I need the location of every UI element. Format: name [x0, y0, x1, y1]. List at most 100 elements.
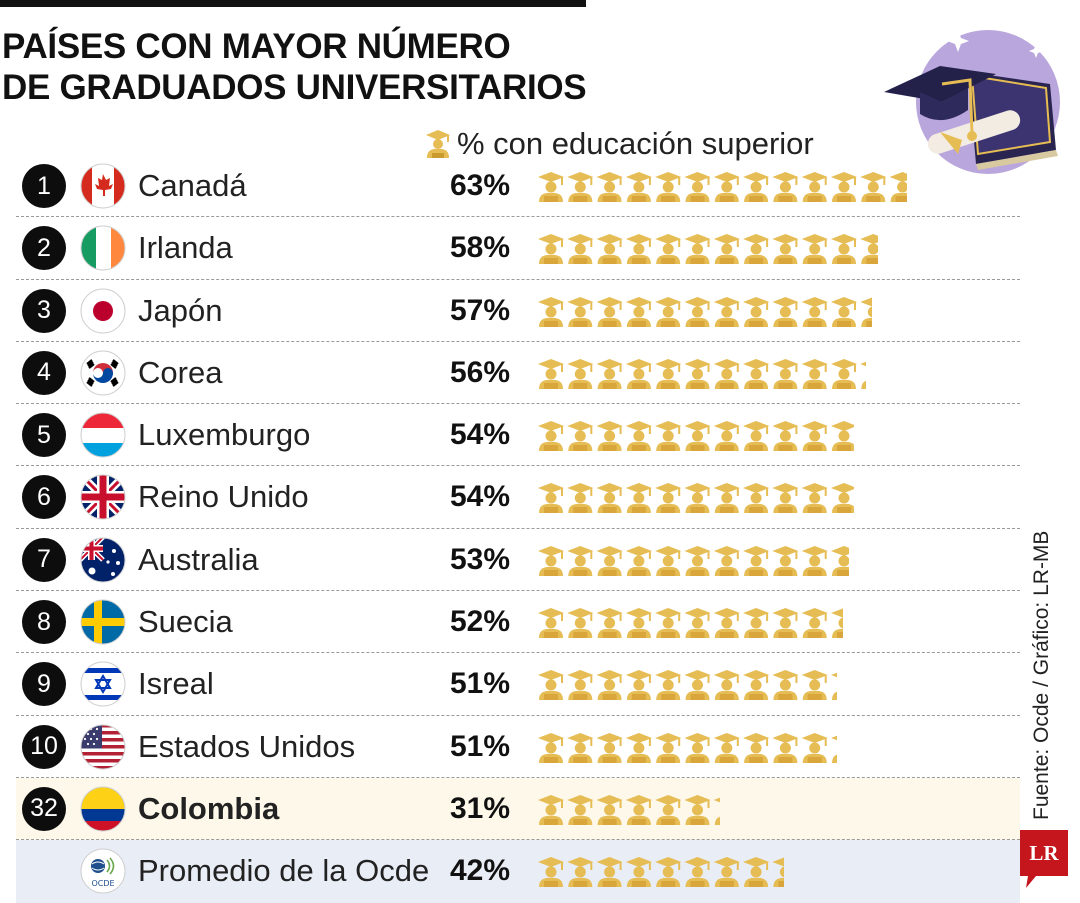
graduate-icon: [685, 297, 711, 327]
graduate-icon: [626, 608, 652, 638]
graduate-icon: [597, 483, 623, 513]
ocde-logo: OCDE: [80, 848, 126, 894]
graduate-icon: [597, 733, 623, 763]
graduate-icon: [714, 234, 740, 264]
canada-flag-icon: [80, 163, 126, 209]
graduate-icon: [538, 857, 564, 887]
graduate-icon-row: [538, 356, 866, 390]
graduate-icon: [772, 297, 798, 327]
graduate-icon: [802, 421, 828, 451]
graduate-icon: [743, 857, 769, 887]
value-label: 54%: [450, 477, 510, 517]
icon-bar: [538, 543, 849, 577]
graduate-icon: [626, 483, 652, 513]
graduate-icon: [655, 670, 681, 700]
country-label: Irlanda: [138, 228, 233, 268]
value-label: 58%: [450, 228, 510, 268]
graduate-icon: [714, 359, 740, 389]
sweden-flag-icon: [80, 599, 126, 645]
graduate-icon: [890, 172, 908, 202]
graduate-icon: [626, 297, 652, 327]
graduate-icon: [597, 546, 623, 576]
graduate-icon: [772, 546, 798, 576]
luxembourg-flag-icon: [80, 412, 126, 458]
graduate-icon: [743, 483, 769, 513]
graduate-icon: [626, 857, 652, 887]
chart-title: PAÍSES CON MAYOR NÚMERO DE GRADUADOS UNI…: [2, 26, 586, 108]
graduate-icon: [567, 670, 593, 700]
graduate-icon: [538, 421, 564, 451]
graduate-icon: [831, 234, 857, 264]
value-label: 57%: [450, 291, 510, 331]
graduate-icon: [567, 359, 593, 389]
graduate-icon: [772, 670, 798, 700]
graduate-icon: [597, 234, 623, 264]
graduate-icon: [860, 234, 878, 264]
graduate-icon: [714, 733, 740, 763]
graduate-icon: [567, 733, 593, 763]
rank-badge: 6: [22, 475, 66, 519]
rank-badge: 10: [22, 725, 66, 769]
country-label: Suecia: [138, 602, 233, 642]
graduate-icon: [743, 670, 769, 700]
graduate-icon: [743, 733, 769, 763]
graduate-icon: [567, 546, 593, 576]
top-rule: [0, 0, 586, 7]
value-label: 51%: [450, 664, 510, 704]
graduate-icon: [772, 421, 798, 451]
graduate-icon: [714, 297, 740, 327]
graduate-icon: [538, 297, 564, 327]
lr-logo-text: LR: [1029, 841, 1059, 865]
country-label: Estados Unidos: [138, 727, 355, 767]
icon-bar: [538, 231, 878, 265]
graduate-icon: [597, 297, 623, 327]
rank-badge: 1: [22, 164, 66, 208]
graduate-icon: [772, 172, 798, 202]
graduate-icon: [714, 546, 740, 576]
graduate-icon-row: [538, 169, 907, 203]
value-label: 52%: [450, 602, 510, 642]
graduation-cap-diploma-icon: [880, 14, 1070, 174]
graduate-icon: [567, 857, 593, 887]
graduate-icon: [743, 608, 769, 638]
country-label: Canadá: [138, 166, 247, 206]
colombia-flag-icon: [80, 786, 126, 832]
graduate-icon: [655, 795, 681, 825]
graduate-icon: [831, 608, 843, 638]
graduate-icon: [831, 483, 854, 513]
graduate-icon: [597, 857, 623, 887]
graduate-icon: [685, 733, 711, 763]
graduate-icon: [714, 421, 740, 451]
graduate-icon: [655, 733, 681, 763]
graduate-icon: [831, 546, 849, 576]
rank-badge: 5: [22, 413, 66, 457]
graduate-icon: [714, 857, 740, 887]
graduate-icon: [860, 172, 886, 202]
graduate-icon-row: [538, 792, 720, 826]
graduate-icon: [743, 359, 769, 389]
graduate-icon: [655, 172, 681, 202]
icon-bar: [538, 294, 872, 328]
graduate-icon: [685, 857, 711, 887]
graduate-icon: [567, 795, 593, 825]
source-credit: Fuente: Ocde / Gráfico: LR-MB: [1030, 531, 1054, 820]
graduate-icon: [772, 608, 798, 638]
australia-flag-icon: [80, 537, 126, 583]
graduate-icon: [802, 172, 828, 202]
graduate-icon: [831, 359, 857, 389]
rank-badge: 7: [22, 538, 66, 582]
title-line-2: DE GRADUADOS UNIVERSITARIOS: [2, 67, 586, 108]
svg-text:OCDE: OCDE: [91, 879, 114, 888]
graduate-icon: [714, 670, 740, 700]
value-label: 31%: [450, 789, 510, 829]
graduate-icon: [772, 234, 798, 264]
graduate-icon: [626, 234, 652, 264]
graduate-icon: [802, 733, 828, 763]
graduate-icon: [655, 546, 681, 576]
lr-logo: LR: [1020, 830, 1068, 888]
